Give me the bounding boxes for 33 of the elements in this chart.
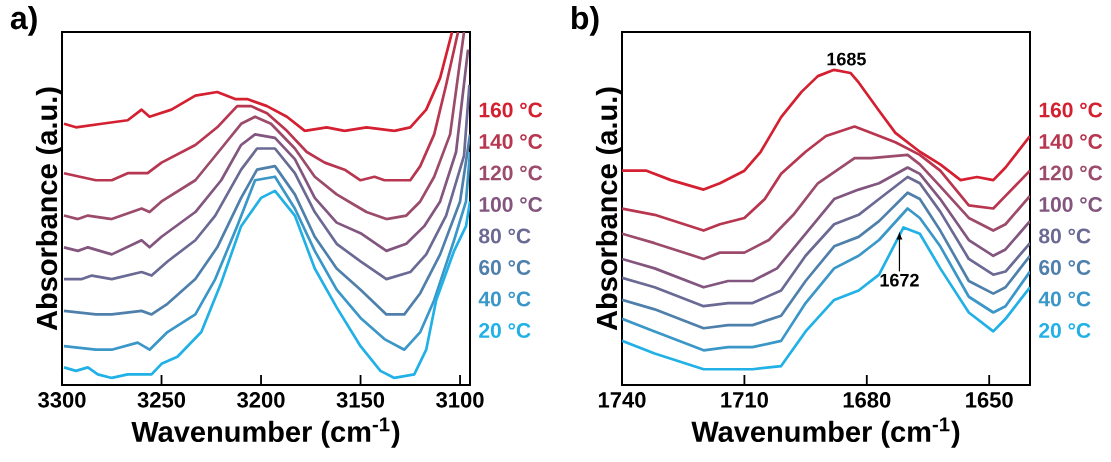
x-axis-title: Wavenumber (cm$^{-1}$) — [131, 417, 400, 448]
x-tick-label: 1710 — [721, 392, 768, 408]
series-label: 80 °C — [479, 228, 531, 244]
series-label: 100 °C — [1039, 197, 1103, 212]
series-label: 80 °C — [1039, 228, 1091, 244]
series-label: 40 °C — [478, 291, 531, 307]
y-axis-title: Absorbance (a.u.) — [595, 87, 623, 331]
series-label: 120 °C — [479, 165, 543, 181]
text: 20 °C — [479, 323, 531, 338]
x-tick-label: 1740 — [598, 392, 646, 408]
chart-title: b) — [572, 5, 599, 36]
x-tick-label: 1650 — [966, 392, 1013, 408]
x-tick-label: 3300 — [38, 392, 86, 408]
series-label: 160 °C — [1039, 102, 1103, 118]
x-tick-label: 3200 — [237, 392, 285, 408]
chart-title: a) — [10, 5, 37, 36]
text: 160 °C — [479, 102, 543, 118]
text: 140 °C — [479, 134, 543, 149]
series-label: 20 °C — [1039, 323, 1091, 338]
x-tick-label: 1680 — [843, 392, 891, 408]
series-label: 40 °C — [1038, 291, 1091, 307]
series-label: 120 °C — [1039, 165, 1103, 181]
x-tick-label: 3250 — [137, 392, 186, 408]
annotation: 1685 — [827, 52, 866, 66]
series-label: 100 °C — [479, 197, 543, 212]
series-label: 60 °C — [479, 260, 531, 275]
x-tick-label: 3150 — [336, 392, 385, 408]
x-tick-label: 3100 — [436, 392, 484, 408]
annotation: 1672 — [880, 273, 919, 287]
series-label: 140 °C — [1039, 134, 1103, 149]
x-axis-title: Wavenumber (cm$^{-1}$) — [691, 417, 960, 448]
y-axis-title: Absorbance (a.u.) — [35, 87, 63, 331]
series-label: 60 °C — [1039, 260, 1091, 275]
